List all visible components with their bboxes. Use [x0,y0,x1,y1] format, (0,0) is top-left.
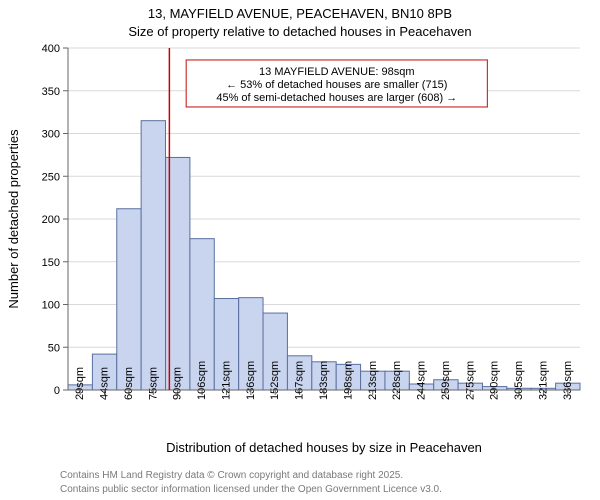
x-tick-label: 44sqm [99,367,111,400]
y-tick-label: 300 [42,129,60,141]
footer-line2: Contains public sector information licen… [60,484,442,495]
x-tick-label: 228sqm [391,361,403,400]
y-tick-label: 0 [54,385,60,397]
x-tick-label: 275sqm [464,361,476,400]
x-tick-label: 90sqm [172,367,184,400]
x-tick-label: 259sqm [440,361,452,400]
x-tick-label: 244sqm [416,361,428,400]
annotation-line: ← 53% of detached houses are smaller (71… [226,79,447,91]
y-tick-label: 250 [42,171,60,183]
x-tick-label: 198sqm [342,361,354,400]
y-tick-label: 350 [42,86,60,98]
chart-title-line1: 13, MAYFIELD AVENUE, PEACEHAVEN, BN10 8P… [148,6,452,21]
x-tick-label: 167sqm [294,361,306,400]
x-tick-label: 136sqm [245,361,257,400]
x-tick-label: 60sqm [123,367,135,400]
y-axis-label: Number of detached properties [6,129,21,309]
x-tick-label: 183sqm [318,361,330,400]
x-tick-label: 290sqm [489,361,501,400]
x-tick-label: 321sqm [537,361,549,400]
x-axis-label: Distribution of detached houses by size … [166,440,482,455]
y-tick-label: 200 [42,214,60,226]
x-tick-label: 106sqm [196,361,208,400]
plot-area: 0 50 100 150 200 250 300 350 400 29sqm 44sqm 60sqm 7… [42,43,580,400]
histogram-bar [117,209,141,390]
x-tick-label: 121sqm [220,361,232,400]
y-tick-label: 400 [42,43,60,55]
footer-line1: Contains HM Land Registry data © Crown c… [60,470,403,481]
x-tick-label: 305sqm [513,361,525,400]
x-tick-label: 152sqm [269,361,281,400]
x-tick-label: 75sqm [147,367,159,400]
annotation-line: 45% of semi-detached houses are larger (… [216,92,457,104]
y-tick-label: 100 [42,300,60,312]
x-tick-label: 213sqm [367,361,379,400]
x-tick-label: 29sqm [74,367,86,400]
y-tick-label: 50 [48,342,60,354]
x-tick-label: 336sqm [562,361,574,400]
chart-title-line2: Size of property relative to detached ho… [128,24,471,39]
chart-svg: 13, MAYFIELD AVENUE, PEACEHAVEN, BN10 8P… [0,0,600,500]
histogram-bar [141,121,165,390]
annotation-line: 13 MAYFIELD AVENUE: 98sqm [259,66,414,78]
y-tick-label: 150 [42,257,60,269]
